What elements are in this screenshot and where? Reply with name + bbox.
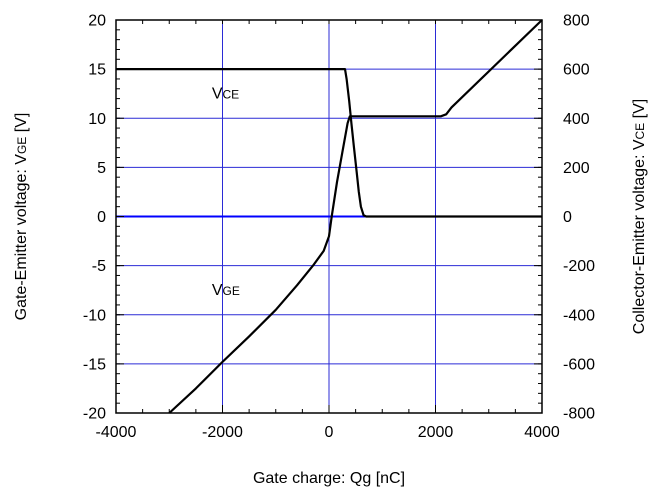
y-right-tick-label: 800 <box>563 13 590 30</box>
x-axis-title: Gate charge: Qg [nC] <box>253 470 405 487</box>
annotation-vge: VGE <box>212 282 240 299</box>
y-left-tick-label: -15 <box>83 356 106 373</box>
y-right-tick-label: 0 <box>563 209 572 226</box>
y-left-axis-title: Gate-Emitter voltage: VGE [V] <box>13 113 30 321</box>
y-left-tick-label: 5 <box>97 160 106 177</box>
y-left-tick-label: 20 <box>88 13 106 30</box>
y-left-tick-label: -5 <box>92 258 106 275</box>
y-right-tick-label: -400 <box>563 307 595 324</box>
x-tick-label: -2000 <box>202 424 243 441</box>
y-right-tick-label: 400 <box>563 111 590 128</box>
y-right-tick-label: 200 <box>563 160 590 177</box>
x-tick-label: 0 <box>325 424 334 441</box>
y-left-tick-label: 10 <box>88 111 106 128</box>
y-left-tick-label: -20 <box>83 406 106 423</box>
x-tick-label: -4000 <box>96 424 137 441</box>
series-line-vge <box>168 19 543 414</box>
y-right-tick-label: -800 <box>563 406 595 423</box>
x-tick-label: 4000 <box>524 424 560 441</box>
x-tick-label: 2000 <box>418 424 454 441</box>
y-left-tick-label: 15 <box>88 62 106 79</box>
y-right-tick-label: -600 <box>563 356 595 373</box>
y-left-tick-label: -10 <box>83 307 106 324</box>
y-right-tick-label: -200 <box>563 258 595 275</box>
y-right-tick-label: 600 <box>563 62 590 79</box>
annotation-vce: VCE <box>212 86 239 103</box>
series-line-vce <box>116 68 542 218</box>
y-right-axis-title: Collector-Emitter voltage: VCE [V] <box>631 99 648 334</box>
y-left-tick-label: 0 <box>97 209 106 226</box>
